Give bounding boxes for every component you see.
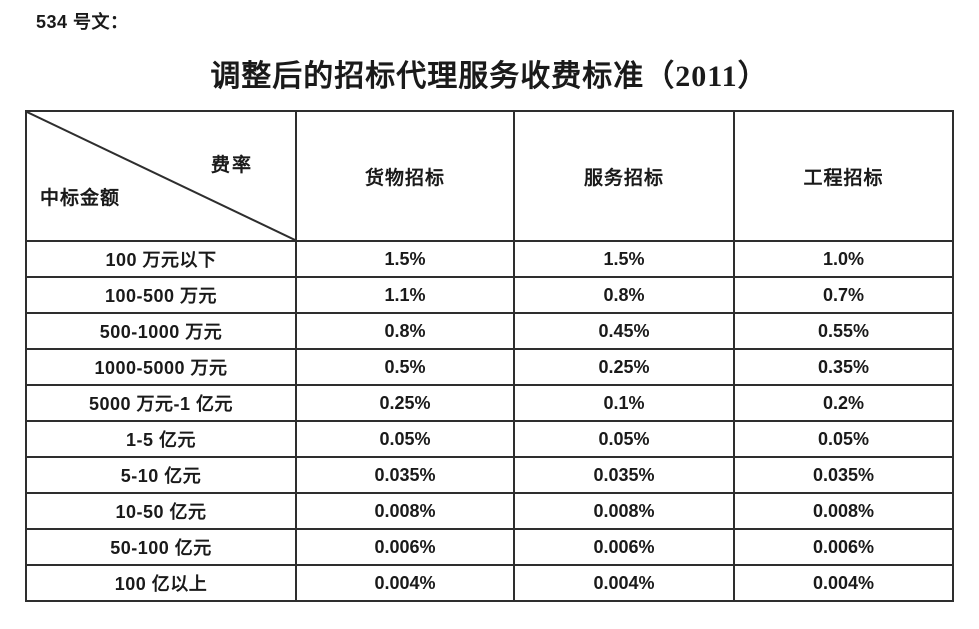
rate-cell: 0.5% (295, 348, 515, 386)
rate-cell: 0.25% (513, 348, 735, 386)
row-label-cell: 5-10 亿元 (25, 456, 297, 494)
table-row: 5-10 亿元 0.035% 0.035% 0.035% (25, 456, 954, 494)
header-row: 费率 中标金额 货物招标 服务招标 工程招标 (25, 110, 954, 242)
rate-cell: 0.35% (733, 348, 954, 386)
row-label-cell: 500-1000 万元 (25, 312, 297, 350)
rate-cell: 0.004% (733, 564, 954, 602)
rate-cell: 1.5% (513, 240, 735, 278)
rate-cell: 0.035% (295, 456, 515, 494)
column-header-services: 服务招标 (513, 110, 735, 242)
rate-cell: 0.006% (295, 528, 515, 566)
doc-number-label: 534 号文： (36, 12, 129, 32)
rate-cell: 0.1% (513, 384, 735, 422)
rate-cell: 0.25% (295, 384, 515, 422)
page-title: 调整后的招标代理服务收费标准（2011） (210, 60, 769, 93)
rate-cell: 0.035% (513, 456, 735, 494)
rate-cell: 0.45% (513, 312, 735, 350)
row-label-cell: 100 万元以下 (25, 240, 297, 278)
corner-label-rate: 费率 (210, 155, 253, 176)
row-label-cell: 10-50 亿元 (25, 492, 297, 530)
rate-cell: 0.008% (513, 492, 735, 530)
row-label-cell: 5000 万元-1 亿元 (25, 384, 297, 422)
row-label-cell: 100 亿以上 (25, 564, 297, 602)
corner-label-amount: 中标金额 (40, 188, 121, 209)
rate-cell: 1.1% (295, 276, 515, 314)
table-row: 100 万元以下 1.5% 1.5% 1.0% (25, 240, 954, 278)
rate-cell: 0.006% (733, 528, 954, 566)
row-label-cell: 100-500 万元 (25, 276, 297, 314)
row-label-cell: 1000-5000 万元 (25, 348, 297, 386)
column-header-engineering: 工程招标 (733, 110, 954, 242)
table-row: 50-100 亿元 0.006% 0.006% 0.006% (25, 528, 954, 566)
table-row: 100-500 万元 1.1% 0.8% 0.7% (25, 276, 954, 314)
table-row: 10-50 亿元 0.008% 0.008% 0.008% (25, 492, 954, 530)
rate-cell: 0.035% (733, 456, 954, 494)
rate-cell: 0.8% (295, 312, 515, 350)
rate-cell: 0.2% (733, 384, 954, 422)
rate-cell: 0.7% (733, 276, 954, 314)
corner-header-cell: 费率 中标金额 (25, 110, 297, 242)
column-header-goods: 货物招标 (295, 110, 515, 242)
rate-cell: 0.004% (295, 564, 515, 602)
rate-cell: 0.05% (733, 420, 954, 458)
rate-cell: 0.05% (513, 420, 735, 458)
rate-cell: 1.5% (295, 240, 515, 278)
rate-cell: 0.8% (513, 276, 735, 314)
row-label-cell: 1-5 亿元 (25, 420, 297, 458)
table-row: 1-5 亿元 0.05% 0.05% 0.05% (25, 420, 954, 458)
rate-cell: 0.008% (733, 492, 954, 530)
table-row: 1000-5000 万元 0.5% 0.25% 0.35% (25, 348, 954, 386)
table-row: 100 亿以上 0.004% 0.004% 0.004% (25, 564, 954, 602)
rate-cell: 0.55% (733, 312, 954, 350)
diagonal-divider (27, 112, 295, 240)
table-row: 500-1000 万元 0.8% 0.45% 0.55% (25, 312, 954, 350)
rate-cell: 0.004% (513, 564, 735, 602)
rate-cell: 0.008% (295, 492, 515, 530)
row-label-cell: 50-100 亿元 (25, 528, 297, 566)
rate-cell: 0.006% (513, 528, 735, 566)
rate-cell: 1.0% (733, 240, 954, 278)
table-row: 5000 万元-1 亿元 0.25% 0.1% 0.2% (25, 384, 954, 422)
rate-cell: 0.05% (295, 420, 515, 458)
fee-rate-table: 费率 中标金额 货物招标 服务招标 工程招标 100 万元以下 1.5% 1.5… (25, 110, 954, 602)
